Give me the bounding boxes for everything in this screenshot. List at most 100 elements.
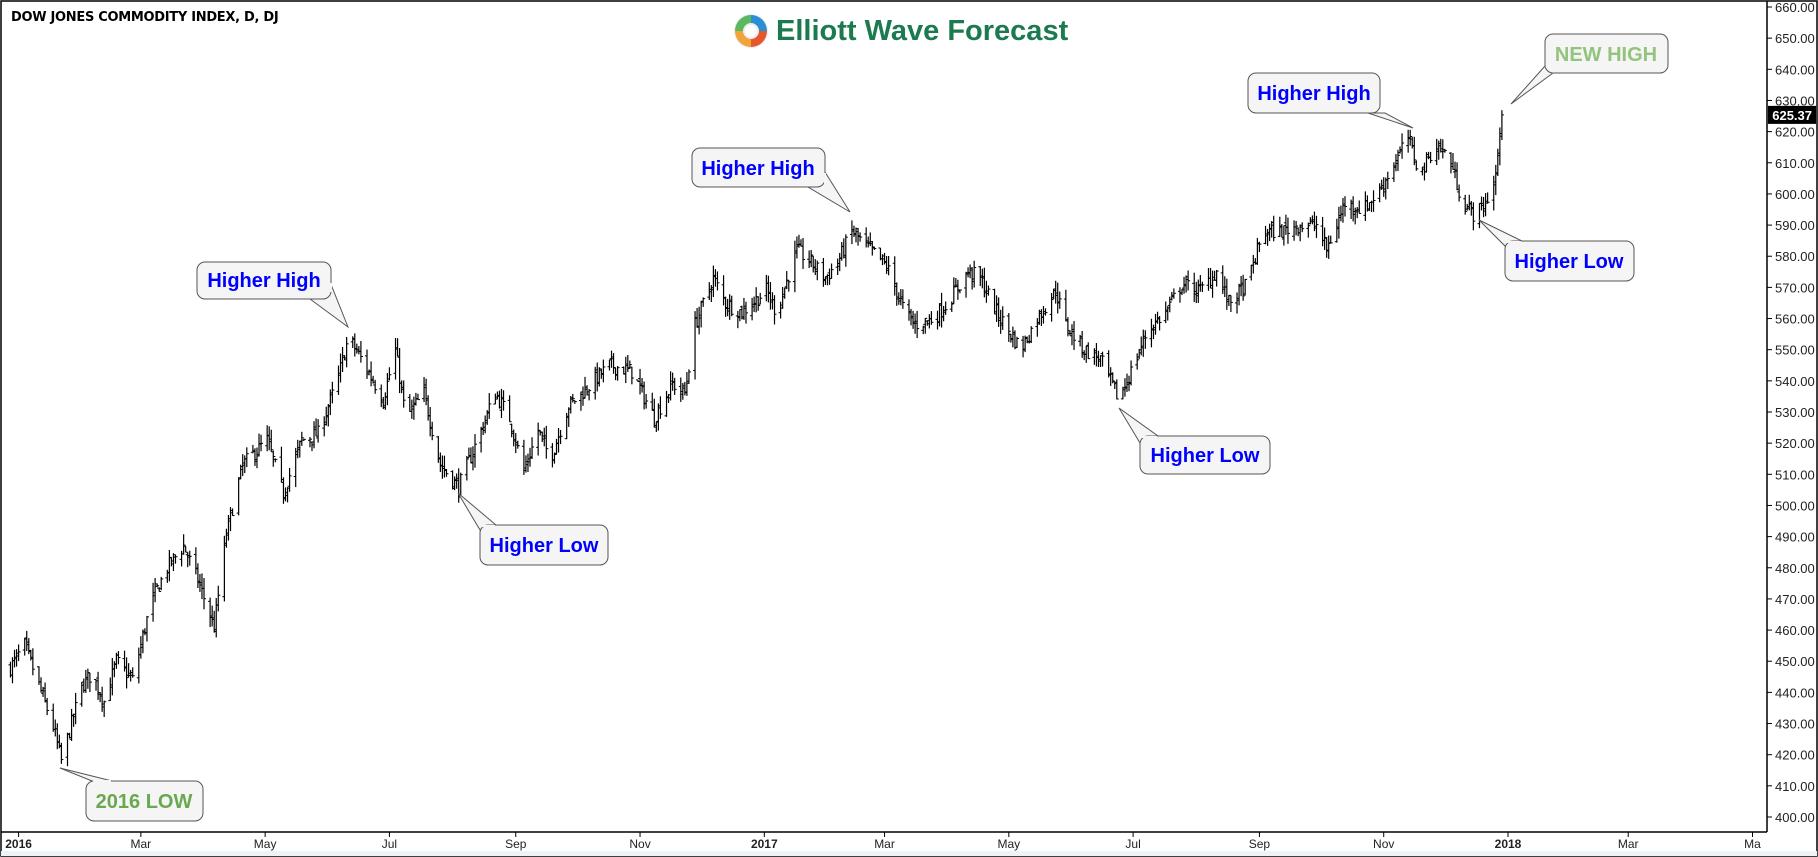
x-tick-label: 2016 <box>5 837 32 851</box>
ohlc-bar <box>1129 360 1134 386</box>
y-tick-label: 460.00 <box>1775 623 1815 638</box>
ohlc-bar <box>187 550 192 566</box>
ohlc-bar <box>672 377 677 395</box>
ohlc-bar <box>1326 235 1331 259</box>
ohlc-bar <box>756 296 761 311</box>
ohlc-bar <box>87 672 92 693</box>
ohlc-bar <box>45 697 50 716</box>
ohlc-bar <box>515 440 520 449</box>
ohlc-bar <box>1114 379 1119 400</box>
ohlc-bar <box>957 289 962 294</box>
ohlc-bar <box>307 437 312 448</box>
y-tick-label: 500.00 <box>1775 498 1815 513</box>
ohlc-bar <box>301 438 306 441</box>
ohlc-bar <box>1049 292 1054 322</box>
ohlc-bar <box>1157 316 1162 331</box>
y-axis-ticks: 660.00 650.00 640.00 630.00 620.00 610.00 600.… <box>1767 0 1815 825</box>
callout-label: NEW HIGH <box>1555 44 1657 66</box>
ohlc-bar <box>472 434 477 468</box>
y-tick-label: 600.00 <box>1775 187 1815 202</box>
callout-label: Higher Low <box>1151 445 1260 467</box>
callout-higher-low-2: Higher Low <box>1118 407 1271 475</box>
ohlc-bar <box>1014 336 1019 349</box>
ohlc-bar <box>1029 326 1034 344</box>
ohlc-bar <box>1241 274 1246 301</box>
ohlc-bar <box>155 583 160 588</box>
last-price-value: 625.37 <box>1772 108 1812 123</box>
ohlc-bar <box>1228 295 1233 313</box>
ohlc-bar <box>1428 151 1433 164</box>
ohlc-bar <box>587 388 592 401</box>
ohlc-bar <box>1167 296 1172 313</box>
ohlc-bar <box>530 437 535 459</box>
ohlc-bar <box>772 295 777 325</box>
ohlc-bar <box>1110 372 1115 384</box>
ohlc-bar <box>658 396 663 419</box>
ohlc-bar <box>786 280 791 292</box>
ohlc-bar <box>1457 184 1462 202</box>
y-tick-label: 640.00 <box>1775 62 1815 77</box>
y-tick-label: 530.00 <box>1775 405 1815 420</box>
ohlc-bar <box>415 393 420 401</box>
ohlc-bar <box>144 616 149 642</box>
x-tick-label: 2017 <box>751 837 778 851</box>
ohlc-bar <box>1257 241 1262 253</box>
y-tick-label: 590.00 <box>1775 218 1815 233</box>
ohlc-bar <box>951 277 956 305</box>
ohlc-bar <box>972 260 977 288</box>
ohlc-bar <box>900 289 905 309</box>
ohlc-bar <box>1186 270 1191 291</box>
ohlc-bar <box>801 238 806 269</box>
callout-label: Higher High <box>207 270 320 292</box>
callout-higher-low-3: Higher Low <box>1478 219 1635 282</box>
ohlc-bar <box>1463 194 1468 215</box>
y-tick-label: 490.00 <box>1775 530 1815 545</box>
ohlc-bar <box>570 393 575 403</box>
ohlc-bar <box>943 301 948 315</box>
ohlc-bar <box>173 554 178 564</box>
ohlc-bar <box>1000 306 1005 330</box>
chart-title: DOW JONES COMMODITY INDEX, D, DJ <box>11 10 279 25</box>
ohlc-bar <box>1371 190 1376 212</box>
ohlc-bar <box>1100 351 1105 367</box>
ohlc-bar <box>124 657 129 689</box>
y-tick-label: 540.00 <box>1775 374 1815 389</box>
ohlc-bar <box>130 667 135 678</box>
y-tick-label: 430.00 <box>1775 717 1815 732</box>
ohlc-bar <box>1006 312 1011 342</box>
x-tick-label: Jul <box>1125 837 1140 851</box>
x-axis-ticks: 2016 Mar May Jul Sep Nov 2017 Mar May Jul Sep Nov 20… <box>5 832 1761 851</box>
ohlc-bar <box>1214 269 1219 287</box>
ohlc-bar <box>1057 291 1062 309</box>
ohlc-bar <box>1400 133 1405 159</box>
ohlc-bar <box>102 700 107 717</box>
ohlc-bar <box>1442 148 1447 153</box>
callout-higher-high-2: Higher High <box>691 147 851 213</box>
x-tick-label: 2018 <box>1495 837 1522 851</box>
callout-label: Higher Low <box>1515 251 1624 273</box>
callout-higher-low-1: Higher Low <box>457 492 609 566</box>
y-tick-label: 610.00 <box>1775 156 1815 171</box>
ohlc-bar <box>1314 215 1319 238</box>
ohlc-bar <box>843 234 848 267</box>
ohlc-bar <box>1499 110 1504 141</box>
y-tick-label: 470.00 <box>1775 592 1815 607</box>
callout-label: Higher Low <box>490 535 599 557</box>
callout-label: 2016 LOW <box>96 791 193 813</box>
ohlc-bar <box>444 469 449 477</box>
ohlc-bar <box>601 359 606 383</box>
ohlc-bar <box>572 400 577 404</box>
ohlc-bar <box>287 467 292 492</box>
ohlc-bar <box>59 742 64 764</box>
ohlc-bar <box>230 508 235 517</box>
ohlc-bar <box>1300 222 1305 233</box>
ohlc-bar <box>487 393 492 419</box>
ohlc-bar <box>157 587 162 592</box>
ohlc-bar <box>1395 149 1400 171</box>
ohlc-bar <box>216 585 221 612</box>
ohlc-bar <box>1414 160 1419 171</box>
ohlc-bar <box>16 644 21 662</box>
ohlc-bar <box>784 271 789 290</box>
ohlc-bar <box>316 419 321 443</box>
